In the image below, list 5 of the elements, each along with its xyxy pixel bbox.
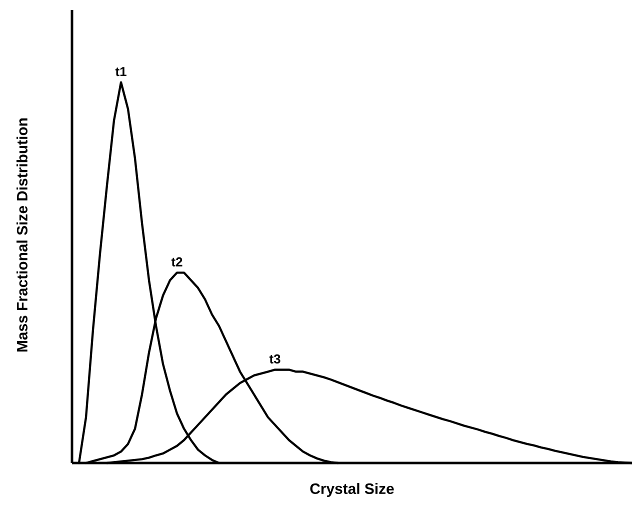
series-label: t2 <box>171 257 182 266</box>
x-axis-title: Crystal Size <box>310 483 394 497</box>
series-label: t1 <box>115 67 126 76</box>
series-label: t3 <box>269 354 280 364</box>
y-axis-title: Mass Fractional Size Distribution <box>16 118 28 352</box>
